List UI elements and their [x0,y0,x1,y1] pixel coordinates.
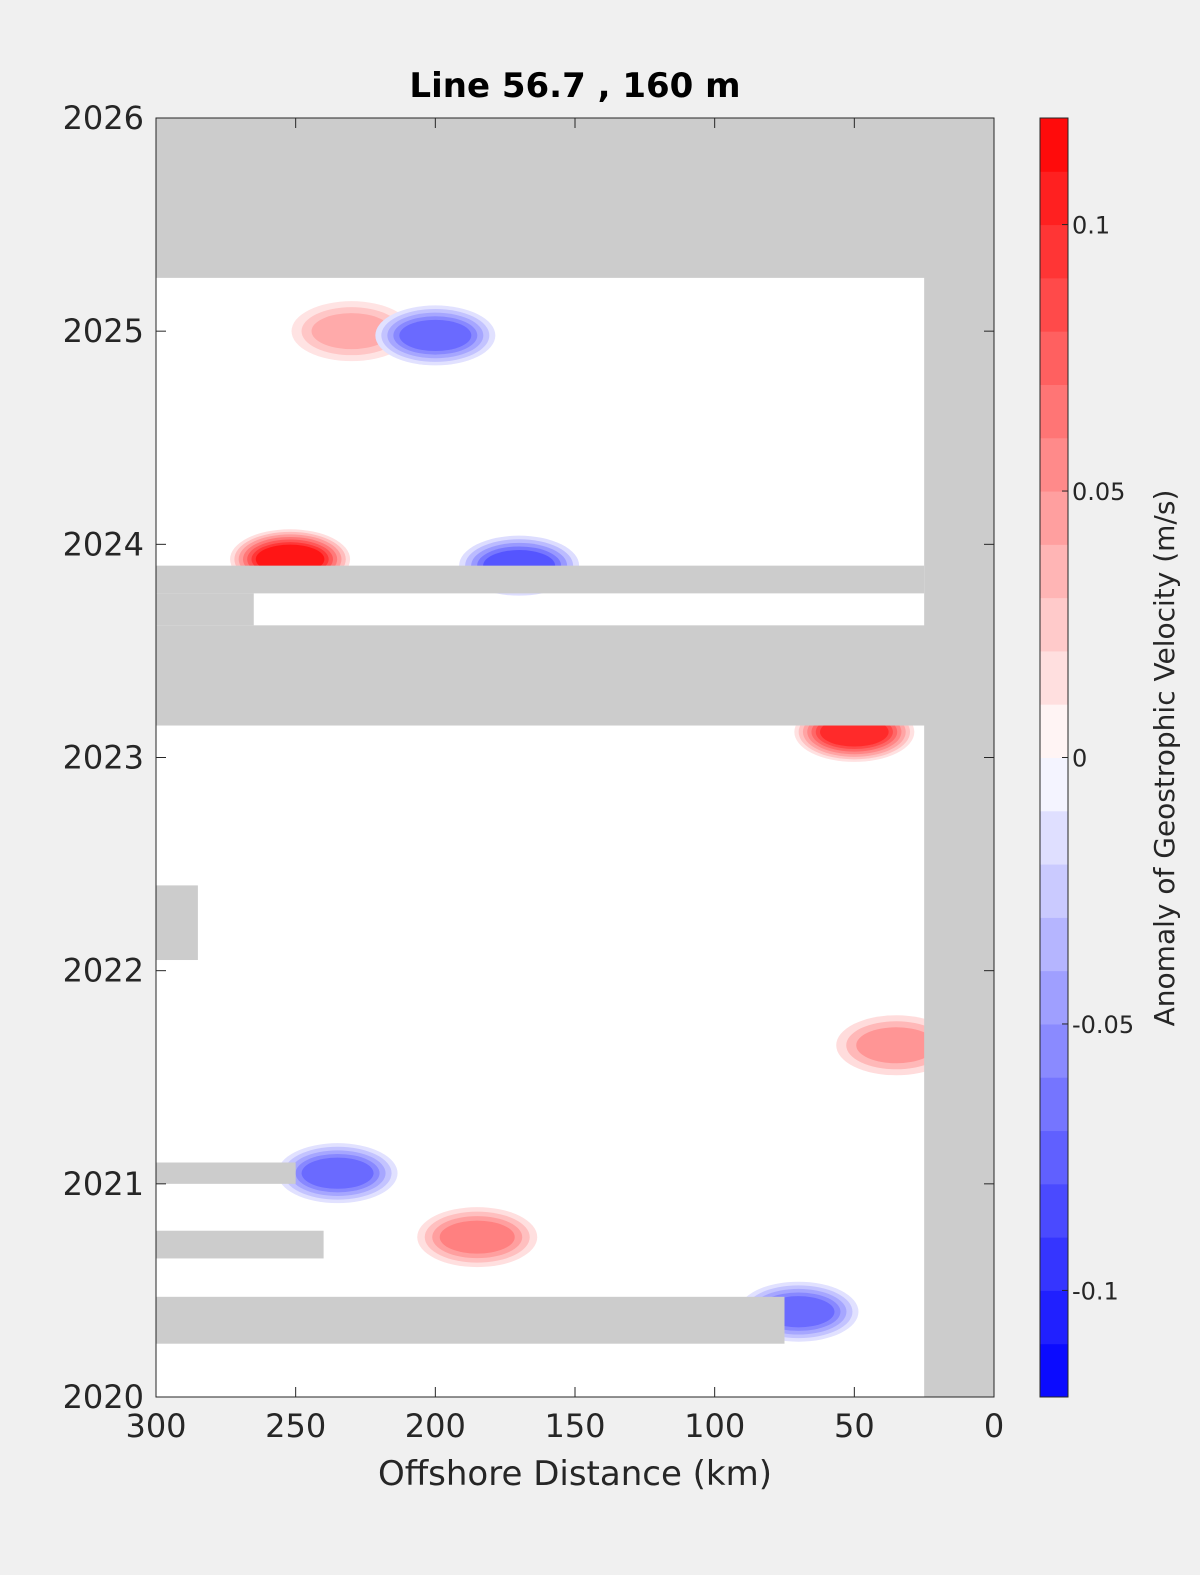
colorbar-level [1040,1343,1068,1398]
y-tick-label: 2023 [63,739,144,777]
colorbar-level [1040,1290,1068,1345]
missing-data-region [924,118,994,1397]
colorbar-tick-label: -0.1 [1072,1277,1119,1305]
colorbar-tick-label: 0.05 [1072,478,1125,506]
contour-level [856,1027,937,1064]
x-tick-label: 50 [834,1407,875,1445]
missing-data-region [156,1230,324,1259]
colorbar-level [1040,1237,1068,1291]
colorbar-level [1040,1183,1068,1238]
colorbar-level [1040,704,1068,758]
colorbar-level [1040,491,1068,545]
colorbar-level [1040,810,1068,865]
y-tick-label: 2026 [63,99,144,137]
colorbar-level [1040,544,1068,599]
x-tick-label: 250 [265,1407,326,1445]
anomaly-feature [375,305,496,366]
colorbar-level [1040,864,1068,918]
missing-data-region [156,593,254,626]
missing-data-region [156,885,198,961]
x-tick-label: 300 [125,1407,186,1445]
contour-level [301,1157,374,1189]
colorbar-level [1040,917,1068,972]
missing-data-region [156,625,994,726]
missing-data-regions [156,118,994,1397]
colorbar-level [1040,1130,1068,1185]
x-axis-label: Offshore Distance (km) [378,1454,772,1494]
colorbar-level [1040,224,1068,279]
colorbar-level [1040,650,1068,705]
missing-data-region [156,118,994,278]
colorbar-level [1040,437,1068,492]
contour-level [439,1220,515,1254]
colorbar-level [1040,1077,1068,1132]
colorbar-level [1040,1023,1068,1078]
colorbar: -0.1 -0.05 0 0.05 0.1 [1039,117,1134,1398]
x-axis: 300 250 200 150 100 50 0 [125,118,1004,1445]
anomaly-feature [417,1207,538,1268]
chart-title: Line 56.7 , 160 m [409,66,740,106]
x-tick-label: 150 [544,1407,605,1445]
y-tick-label: 2021 [63,1165,144,1203]
colorbar-tick-label: -0.05 [1072,1011,1134,1039]
x-tick-label: 200 [405,1407,466,1445]
colorbar-tick-label: 0 [1072,745,1087,773]
colorbar-level [1040,277,1068,332]
colorbar-level [1040,384,1068,439]
colorbar-tick-label: 0.1 [1072,212,1110,240]
y-tick-label: 2025 [63,312,144,350]
colorbar-level [1040,331,1068,385]
missing-data-region [156,565,925,594]
contour-level [399,319,472,352]
colorbar-level [1040,118,1068,172]
colorbar-level [1040,597,1068,652]
colorbar-level [1040,171,1068,226]
colorbar-label: Anomaly of Geostrophic Velocity (m/s) [1148,490,1181,1027]
x-tick-label: 0 [984,1407,1004,1445]
colorbar-level [1040,757,1068,812]
y-tick-label: 2020 [63,1378,144,1416]
y-tick-label: 2024 [63,525,144,563]
contour-level [311,313,392,350]
missing-data-region [156,1162,296,1184]
x-tick-label: 100 [684,1407,745,1445]
colorbar-level [1040,970,1068,1025]
missing-data-region [156,1296,785,1344]
anomaly-feature [277,1143,398,1204]
y-tick-label: 2022 [63,952,144,990]
y-axis: 2020 2021 2022 2023 2024 2025 2026 [63,99,994,1416]
